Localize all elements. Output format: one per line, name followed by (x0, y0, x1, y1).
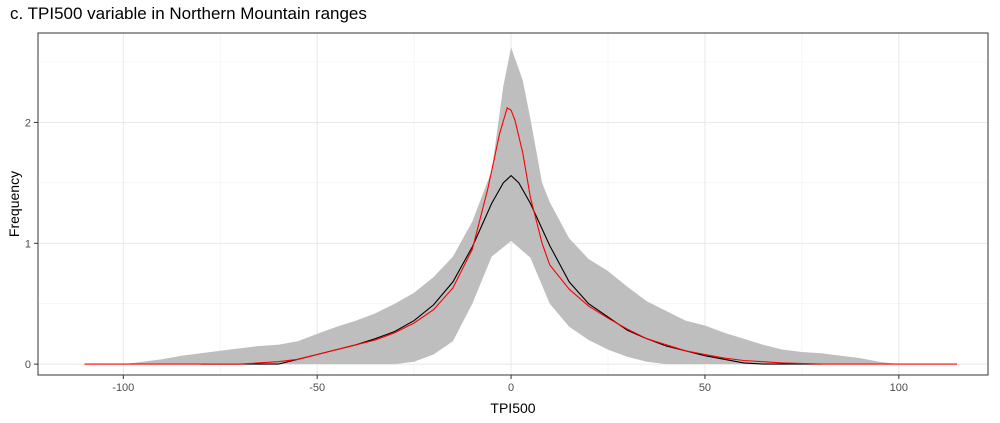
x-tick-label: -50 (309, 382, 325, 394)
y-axis-title: Frequency (6, 171, 22, 237)
x-tick-label: 50 (699, 382, 711, 394)
confidence-band (123, 47, 899, 365)
y-tick-label: 0 (25, 359, 31, 371)
panel-border (37, 32, 989, 376)
y-tick-label: 2 (25, 117, 31, 129)
chart-title: c. TPI500 variable in Northern Mountain … (10, 4, 367, 23)
x-tick-label: 100 (890, 382, 908, 394)
x-tick-label: -100 (112, 382, 134, 394)
series-line-red (84, 107, 957, 365)
x-axis-title: TPI500 (490, 400, 535, 416)
x-tick-label: 0 (508, 382, 514, 394)
y-tick-label: 1 (25, 238, 31, 250)
